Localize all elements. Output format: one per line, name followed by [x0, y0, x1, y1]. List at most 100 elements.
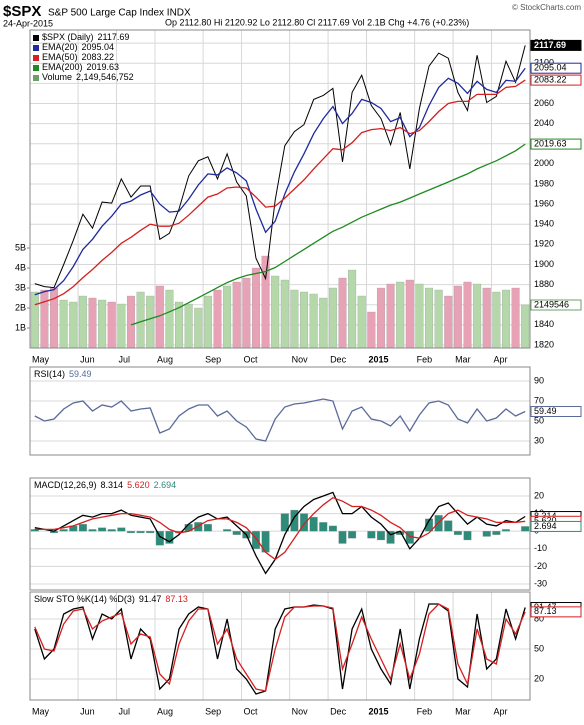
bar [473, 283, 482, 349]
value-tag [530, 62, 582, 74]
bar [386, 283, 395, 349]
line [34, 67, 526, 296]
bar [357, 295, 366, 349]
bar [88, 297, 97, 349]
bar [434, 289, 443, 349]
bar [482, 287, 491, 349]
y-tick-label: 70 [534, 395, 544, 405]
value-tag-label: 5.620 [534, 516, 557, 526]
legend-title: Slow STO %K(14) %D(3) [34, 594, 135, 604]
bar [309, 293, 318, 349]
line [34, 491, 526, 575]
value-tag [530, 299, 582, 311]
bar [194, 522, 203, 532]
bar [319, 297, 328, 349]
legend-name: EMA(200) [42, 62, 83, 72]
y-tick-label: 2000 [534, 158, 554, 168]
x-tick-label: Feb [417, 706, 433, 716]
bar [319, 522, 328, 532]
legend-value: 2083.22 [82, 52, 115, 62]
y-tick-label: -20 [534, 561, 547, 571]
legend-name: EMA(50) [42, 52, 78, 62]
y2-tick-label: 2B [15, 302, 26, 312]
x-tick-label: May [32, 354, 50, 364]
line [34, 496, 526, 561]
x-tick-label: Jul [119, 706, 131, 716]
x-tick-label: Sep [205, 706, 221, 716]
value-tag [530, 74, 582, 86]
legend-value: 59.49 [69, 369, 92, 379]
legend-value: 5.620 [127, 480, 150, 490]
value-tag-label: 2019.63 [534, 138, 567, 148]
bar [290, 289, 299, 349]
bar [492, 291, 501, 349]
x-tick-label: Aug [157, 354, 173, 364]
bar [328, 287, 337, 349]
legend-swatch [33, 45, 39, 51]
y-tick-label: 1980 [534, 178, 554, 188]
panel [29, 366, 531, 456]
bar [501, 529, 510, 532]
y-tick-label: 80 [534, 613, 544, 623]
y-tick-label: 20 [534, 673, 544, 683]
y-tick-label: 2040 [534, 118, 554, 128]
bar [107, 529, 116, 532]
y-tick-label: 2100 [534, 58, 554, 68]
bar [117, 303, 126, 349]
value-tag [530, 406, 582, 418]
bar [338, 277, 347, 349]
x-tick-label: Nov [292, 354, 309, 364]
bar [213, 289, 222, 349]
bar [463, 531, 472, 541]
bar [251, 531, 260, 549]
bar [280, 513, 289, 532]
bar [203, 523, 212, 532]
bar [492, 531, 501, 535]
y-tick-label: 30 [534, 435, 544, 445]
bar [146, 295, 155, 349]
x-tick-label: Dec [330, 706, 347, 716]
bar [425, 518, 434, 532]
x-tick-label: Jun [80, 706, 95, 716]
bar [290, 509, 299, 532]
y2-tick-label: 5B [15, 242, 26, 252]
value-tag [530, 606, 582, 618]
bar [444, 520, 453, 532]
legend: Slow STO %K(14) %D(3) 91.47 87.13 [34, 594, 188, 604]
y-tick-label: 2060 [534, 98, 554, 108]
panel-frame [29, 366, 531, 456]
bar [146, 531, 155, 534]
x-tick-label: Nov [292, 706, 309, 716]
bar [232, 281, 241, 349]
bar [88, 529, 97, 532]
bar [511, 287, 520, 349]
bar [136, 531, 145, 534]
x-tick-label: Dec [330, 354, 347, 364]
legend-swatch [33, 55, 39, 61]
legend-swatch [33, 35, 39, 41]
legend: MACD(12,26,9) 8.314 5.620 2.694 [34, 480, 176, 490]
bar [203, 295, 212, 349]
bar [107, 301, 116, 349]
y-tick-label: 90 [534, 375, 544, 385]
y-tick-label: 20 [534, 490, 544, 500]
y2-tick-label: 1B [15, 322, 26, 332]
value-tag-label: 87.13 [534, 606, 557, 616]
x-tick-label: Jun [80, 354, 95, 364]
bar [59, 529, 68, 532]
legend-name: EMA(20) [42, 42, 78, 52]
x-tick-label: Apr [494, 354, 508, 364]
legend-entry: EMA(200) 2019.63 [42, 62, 119, 72]
x-tick-label: Jul [119, 354, 131, 364]
legend-swatch [33, 75, 39, 81]
bar [348, 531, 357, 539]
bar [396, 281, 405, 349]
x-tick-label: Mar [455, 354, 471, 364]
bar [165, 531, 174, 544]
x-tick-label: Aug [157, 706, 173, 716]
bar [300, 513, 309, 532]
bar [425, 287, 434, 349]
bar [98, 299, 107, 349]
bar [40, 289, 49, 349]
bar [59, 299, 68, 349]
